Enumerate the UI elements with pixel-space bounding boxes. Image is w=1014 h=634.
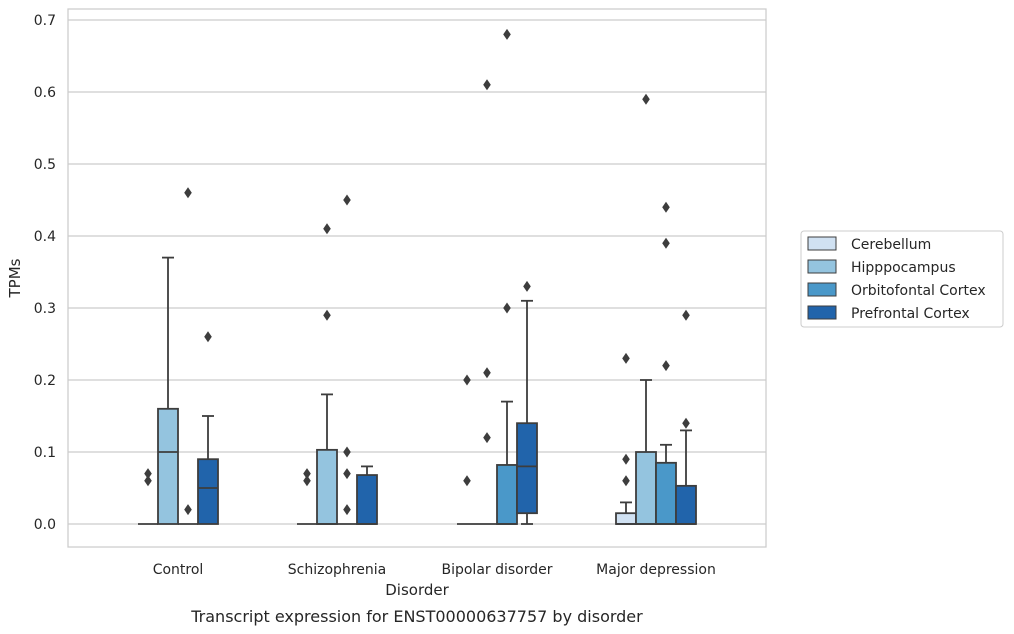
- figure-caption: Transcript expression for ENST0000063775…: [190, 607, 643, 626]
- y-tick-labels: 0.0 0.1 0.2 0.3 0.4 0.5 0.6 0.7: [34, 13, 56, 533]
- y-tick-label: 0.0: [34, 517, 56, 533]
- box-plot: [516, 280, 538, 525]
- legend-swatch: [807, 236, 837, 251]
- outlier-point: [323, 309, 331, 321]
- box: [675, 484, 697, 525]
- outlier-point: [682, 309, 690, 321]
- box: [157, 407, 179, 525]
- box: [197, 458, 219, 525]
- box-plots: [138, 28, 697, 525]
- legend: Cerebellum Hipppocampus Orbitofontal Corte…: [800, 230, 1004, 328]
- outlier-point: [662, 237, 670, 249]
- outlier-point: [343, 446, 351, 458]
- outlier-point: [144, 468, 152, 480]
- outlier-point: [144, 475, 152, 487]
- box-plot: [675, 309, 697, 525]
- outlier-point: [622, 352, 630, 364]
- y-tick-label: 0.1: [34, 445, 56, 461]
- y-tick-label: 0.5: [34, 157, 56, 173]
- outlier-point: [642, 93, 650, 105]
- box-plot: [356, 465, 378, 525]
- box-plot: [337, 194, 357, 525]
- box-plot: [197, 331, 219, 525]
- box: [615, 512, 637, 525]
- outlier-point: [662, 201, 670, 213]
- box-plot: [655, 201, 677, 525]
- outlier-point: [483, 367, 491, 379]
- box: [655, 461, 677, 525]
- box-plot: [138, 468, 158, 525]
- outlier-point: [463, 374, 471, 386]
- box-plot: [157, 256, 179, 525]
- y-tick-label: 0.3: [34, 301, 56, 317]
- x-tick-label: Schizophrenia: [288, 562, 386, 578]
- y-tick-label: 0.7: [34, 13, 56, 29]
- x-tick-label: Bipolar disorder: [441, 562, 552, 578]
- legend-label: Cerebellum: [851, 237, 931, 253]
- outlier-point: [184, 187, 192, 199]
- y-axis-label: TPMs: [6, 258, 24, 298]
- outlier-point: [303, 468, 311, 480]
- outlier-point: [483, 432, 491, 444]
- outlier-point: [303, 475, 311, 487]
- outlier-point: [503, 28, 511, 40]
- plot-frame: [67, 8, 767, 548]
- outlier-point: [343, 468, 351, 480]
- y-tick-label: 0.6: [34, 85, 56, 101]
- legend-swatch: [807, 259, 837, 274]
- grid-lines: [68, 19, 766, 525]
- y-tick-label: 0.4: [34, 229, 56, 245]
- legend-swatch: [807, 305, 837, 320]
- x-tick-labels: Control Schizophrenia Bipolar disorder Majo…: [153, 562, 716, 578]
- box-plot: [297, 468, 317, 525]
- outlier-point: [343, 194, 351, 206]
- legend-frame: [800, 230, 1004, 328]
- box-plot: [316, 223, 338, 525]
- legend-label: Hipppocampus: [851, 260, 956, 276]
- x-axis-label: Disorder: [385, 581, 449, 599]
- legend-label: Prefrontal Cortex: [851, 306, 970, 322]
- outlier-point: [204, 331, 212, 343]
- outlier-point: [622, 453, 630, 465]
- x-tick-label: Major depression: [596, 562, 716, 578]
- box-plot: [615, 352, 637, 525]
- legend-label: Orbitofontal Cortex: [851, 283, 986, 299]
- box-plot: [178, 187, 198, 525]
- outlier-point: [483, 79, 491, 91]
- y-tick-label: 0.2: [34, 373, 56, 389]
- outlier-point: [184, 504, 192, 516]
- outlier-point: [682, 417, 690, 429]
- outlier-point: [343, 504, 351, 516]
- box: [356, 474, 378, 525]
- outlier-point: [503, 302, 511, 314]
- box-plot: [477, 79, 497, 525]
- outlier-point: [662, 360, 670, 372]
- box: [635, 451, 657, 525]
- box: [516, 422, 538, 515]
- outlier-point: [463, 475, 471, 487]
- outlier-point: [622, 475, 630, 487]
- outlier-point: [523, 280, 531, 292]
- box-plot: [496, 28, 518, 525]
- box-plot: [635, 93, 657, 525]
- box-plot: [457, 374, 477, 525]
- legend-swatch: [807, 282, 837, 297]
- box: [496, 464, 518, 525]
- box: [316, 448, 338, 525]
- outlier-point: [323, 223, 331, 235]
- x-tick-label: Control: [153, 562, 204, 578]
